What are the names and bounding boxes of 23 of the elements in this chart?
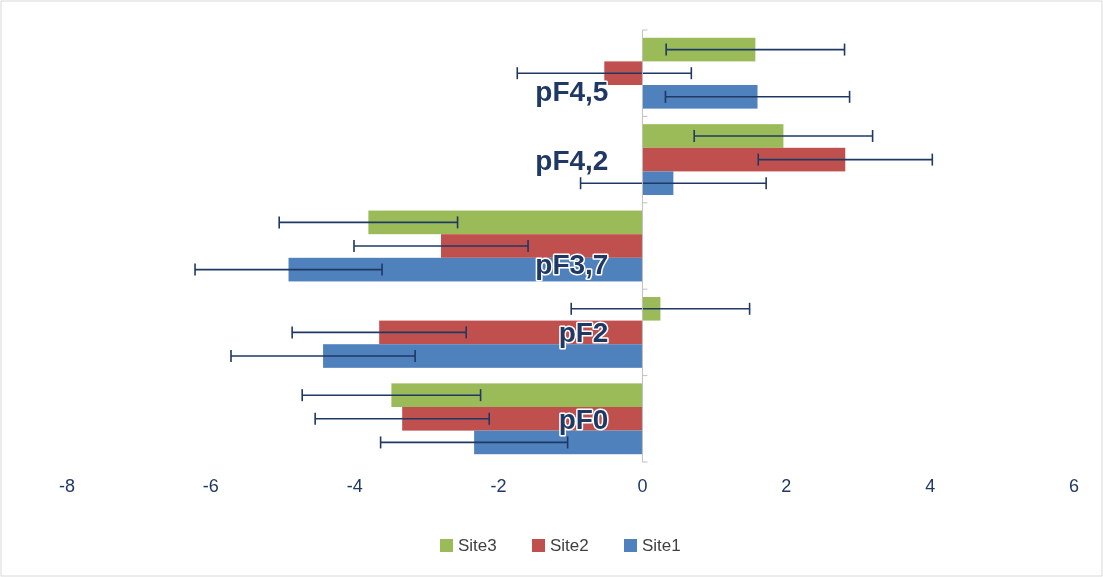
y-tick-label: pF0 — [558, 403, 609, 435]
legend-label: Site2 — [550, 536, 589, 555]
bar — [391, 383, 643, 407]
x-tick-label: -4 — [346, 476, 363, 496]
bar — [642, 124, 784, 148]
bar — [642, 85, 758, 109]
bar — [642, 147, 846, 172]
y-tick-label: pF4,2 — [535, 144, 609, 176]
x-tick-label: 4 — [925, 476, 936, 496]
x-tick-label: -2 — [490, 476, 507, 496]
bar — [642, 171, 674, 196]
x-tick-label: -8 — [58, 476, 76, 496]
x-tick-label: -6 — [202, 476, 219, 496]
legend-label: Site3 — [458, 536, 497, 555]
x-tick-label: 0 — [637, 476, 648, 496]
bar — [368, 210, 643, 235]
legend-label: Site1 — [642, 536, 681, 555]
x-tick-label: 2 — [781, 476, 792, 496]
y-tick-label: pF2 — [558, 317, 609, 349]
bar — [642, 37, 756, 62]
y-tick-label: pF3,7 — [535, 249, 609, 280]
x-tick-label: 6 — [1068, 476, 1080, 496]
y-tick-label: pF4,5 — [535, 76, 609, 108]
